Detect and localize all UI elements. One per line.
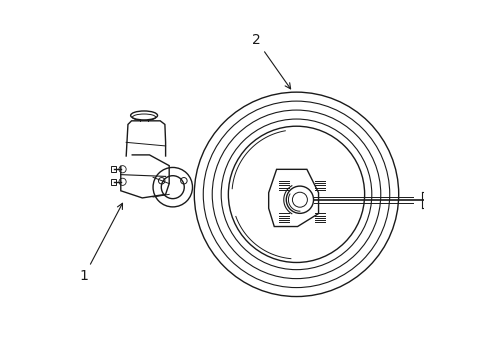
Text: 2: 2 [251,33,290,89]
Bar [110,179,116,185]
Bar [110,166,116,172]
Text: 1: 1 [80,203,122,283]
